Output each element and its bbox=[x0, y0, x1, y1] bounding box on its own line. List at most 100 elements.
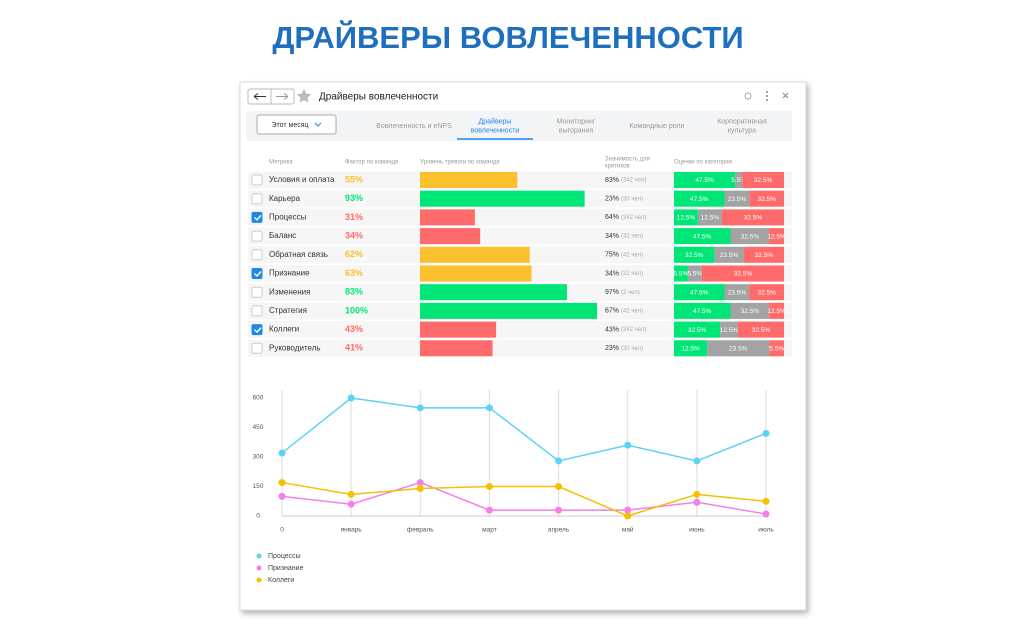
forward-icon[interactable] bbox=[276, 93, 289, 100]
people-count: (30 чел) bbox=[621, 346, 643, 352]
alarm-bar bbox=[420, 340, 493, 357]
tab-label[interactable]: культура bbox=[728, 127, 756, 134]
checkbox[interactable] bbox=[251, 211, 263, 223]
y-tick-label: 0 bbox=[256, 513, 260, 520]
data-point bbox=[762, 429, 770, 437]
data-point bbox=[555, 506, 563, 514]
significance: 97% bbox=[605, 289, 619, 296]
legend-label[interactable]: Признание bbox=[268, 565, 304, 572]
score-label: 12.5% bbox=[677, 215, 696, 222]
people-count: (342 чел) bbox=[621, 215, 646, 221]
score-label: 5.5% bbox=[769, 346, 784, 353]
checkbox[interactable] bbox=[251, 174, 263, 186]
score-segment bbox=[674, 302, 731, 319]
checkbox[interactable] bbox=[251, 342, 263, 354]
score-segment bbox=[721, 209, 784, 226]
data-point bbox=[693, 457, 701, 465]
alarm-bar bbox=[420, 302, 597, 319]
score-label: 32.5% bbox=[758, 289, 777, 296]
metric-name: Признание bbox=[269, 269, 310, 278]
metric-name: Изменения bbox=[269, 287, 310, 296]
checkbox[interactable] bbox=[251, 249, 263, 261]
score-label: 32.5% bbox=[758, 196, 777, 203]
score-segment bbox=[697, 209, 722, 226]
tab-label[interactable]: Корпоративная bbox=[717, 118, 767, 125]
score-label: 5.5% bbox=[674, 271, 689, 278]
score-label: 47.5% bbox=[690, 196, 709, 203]
score-segment bbox=[707, 340, 770, 357]
score-segment bbox=[674, 284, 725, 301]
score-segment bbox=[724, 284, 750, 301]
data-point bbox=[347, 394, 355, 402]
score-label: 12.5% bbox=[767, 233, 786, 240]
score-label: 23.5% bbox=[729, 346, 748, 353]
link-icon[interactable] bbox=[744, 92, 752, 100]
tab-label[interactable]: выгорания bbox=[559, 127, 594, 134]
tab-label[interactable]: Мониторинг bbox=[557, 118, 596, 125]
alarm-bar bbox=[420, 246, 530, 263]
x-tick-label: февраль bbox=[407, 527, 434, 534]
score-segment bbox=[730, 228, 770, 245]
x-tick-label: март bbox=[482, 527, 497, 534]
data-point bbox=[555, 457, 563, 465]
tab-label[interactable]: Командные роли bbox=[630, 123, 685, 130]
people-count: (2 чел) bbox=[621, 290, 640, 296]
close-icon[interactable] bbox=[782, 92, 789, 99]
score-label: 32.5% bbox=[755, 252, 774, 259]
alarm-bar bbox=[420, 190, 585, 207]
checkbox[interactable] bbox=[251, 268, 263, 279]
star-icon[interactable] bbox=[296, 89, 312, 103]
legend-label[interactable]: Процессы bbox=[268, 553, 301, 560]
data-point bbox=[416, 484, 424, 492]
x-tick-label: июль bbox=[758, 527, 774, 534]
score-label: 32.5% bbox=[688, 327, 707, 334]
line-chart: 0 150 300 450 600 0 январь февраль март апрель май… bbox=[253, 390, 774, 584]
metric-name: Руководитель bbox=[269, 343, 321, 352]
score-label: 32.5% bbox=[741, 308, 760, 315]
checkbox[interactable] bbox=[251, 286, 263, 298]
significance: 67% bbox=[605, 308, 619, 315]
significance: 75% bbox=[605, 252, 619, 259]
page-title: ДРАЙВЕРЫ ВОВЛЕЧЕННОСТИ bbox=[272, 19, 743, 55]
data-point bbox=[347, 490, 355, 498]
factor-value: 100% bbox=[345, 305, 368, 315]
back-icon[interactable] bbox=[253, 93, 266, 100]
tab-label[interactable]: Драйверы bbox=[479, 117, 512, 125]
checkbox[interactable] bbox=[251, 324, 263, 336]
legend-marker bbox=[256, 577, 262, 583]
tab-label[interactable]: Вовлеченность и eNPS bbox=[376, 123, 452, 130]
metric-name: Коллеги bbox=[269, 325, 299, 334]
period-select[interactable] bbox=[256, 114, 337, 135]
score-segment bbox=[769, 340, 784, 357]
score-segment bbox=[724, 190, 750, 207]
metric-name: Карьера bbox=[269, 194, 301, 203]
score-segment bbox=[742, 172, 784, 188]
score-label: 5.5% bbox=[687, 271, 702, 278]
checkbox[interactable] bbox=[251, 230, 263, 242]
score-label: 5.5% bbox=[731, 177, 746, 184]
significance: 64% bbox=[605, 214, 619, 221]
score-label: 32.5% bbox=[734, 271, 753, 278]
row-background bbox=[248, 339, 792, 357]
score-label: 32.5% bbox=[741, 233, 760, 240]
score-label: 47.5% bbox=[690, 289, 709, 296]
significance: 23% bbox=[605, 196, 619, 203]
window-title: Драйверы вовлеченности bbox=[319, 92, 438, 103]
column-header: Фактор по команде bbox=[345, 160, 399, 166]
people-count: (32 чел) bbox=[621, 234, 643, 240]
checkbox[interactable] bbox=[251, 305, 263, 317]
score-label: 23.5% bbox=[728, 196, 747, 203]
tab-label[interactable]: вовлеченности bbox=[471, 127, 520, 134]
score-label: 12.5% bbox=[767, 308, 786, 315]
score-label: 32.5% bbox=[744, 215, 763, 222]
menu-icon bbox=[766, 99, 768, 101]
menu-icon[interactable] bbox=[766, 91, 768, 93]
factor-value: 83% bbox=[345, 287, 363, 297]
legend-label[interactable]: Коллеги bbox=[268, 577, 294, 584]
score-segment bbox=[730, 302, 770, 319]
checkbox[interactable] bbox=[251, 193, 263, 205]
data-point bbox=[347, 500, 355, 508]
score-label: 23.5% bbox=[720, 252, 739, 259]
metric-name: Баланс bbox=[269, 231, 296, 240]
score-label: 12.5% bbox=[681, 346, 700, 353]
